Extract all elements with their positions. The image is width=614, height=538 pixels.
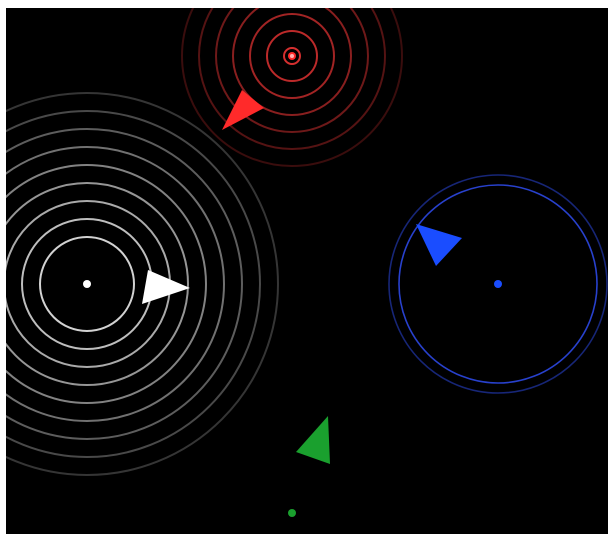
ship-white-icon[interactable] xyxy=(142,270,190,304)
pulse-ring-white xyxy=(6,164,207,404)
ship-blue-icon[interactable] xyxy=(416,224,462,266)
pulse-ring-blue xyxy=(398,184,598,384)
pulse-ring-red xyxy=(181,8,403,167)
pulse-ring-red xyxy=(283,47,301,65)
pulse-emitter-red-core xyxy=(290,54,294,58)
pulse-ring-red xyxy=(249,13,335,99)
pulse-ring-red xyxy=(266,30,318,82)
emitters-layer xyxy=(83,52,502,517)
pulse-ring-white xyxy=(6,128,243,440)
pulse-emitter-blue xyxy=(494,280,502,288)
pulse-ring-white xyxy=(6,92,279,476)
pulse-ring-red xyxy=(215,8,369,133)
pulse-emitter-green xyxy=(288,509,296,517)
pulse-emitter-white xyxy=(83,280,91,288)
pulse-ring-red xyxy=(198,8,386,150)
pulse-ring-white xyxy=(6,146,225,422)
game-canvas[interactable] xyxy=(6,8,608,534)
ships-layer xyxy=(142,90,462,464)
game-viewport[interactable] xyxy=(6,8,608,534)
pulse-ring-white xyxy=(39,236,135,332)
ship-red-icon[interactable] xyxy=(222,90,264,130)
pulse-ring-white xyxy=(6,110,261,458)
ship-green-icon[interactable] xyxy=(296,416,330,464)
pulse-ring-blue xyxy=(388,174,608,394)
pulse-ring-white xyxy=(6,182,189,386)
pulse-ring-red xyxy=(232,8,352,116)
